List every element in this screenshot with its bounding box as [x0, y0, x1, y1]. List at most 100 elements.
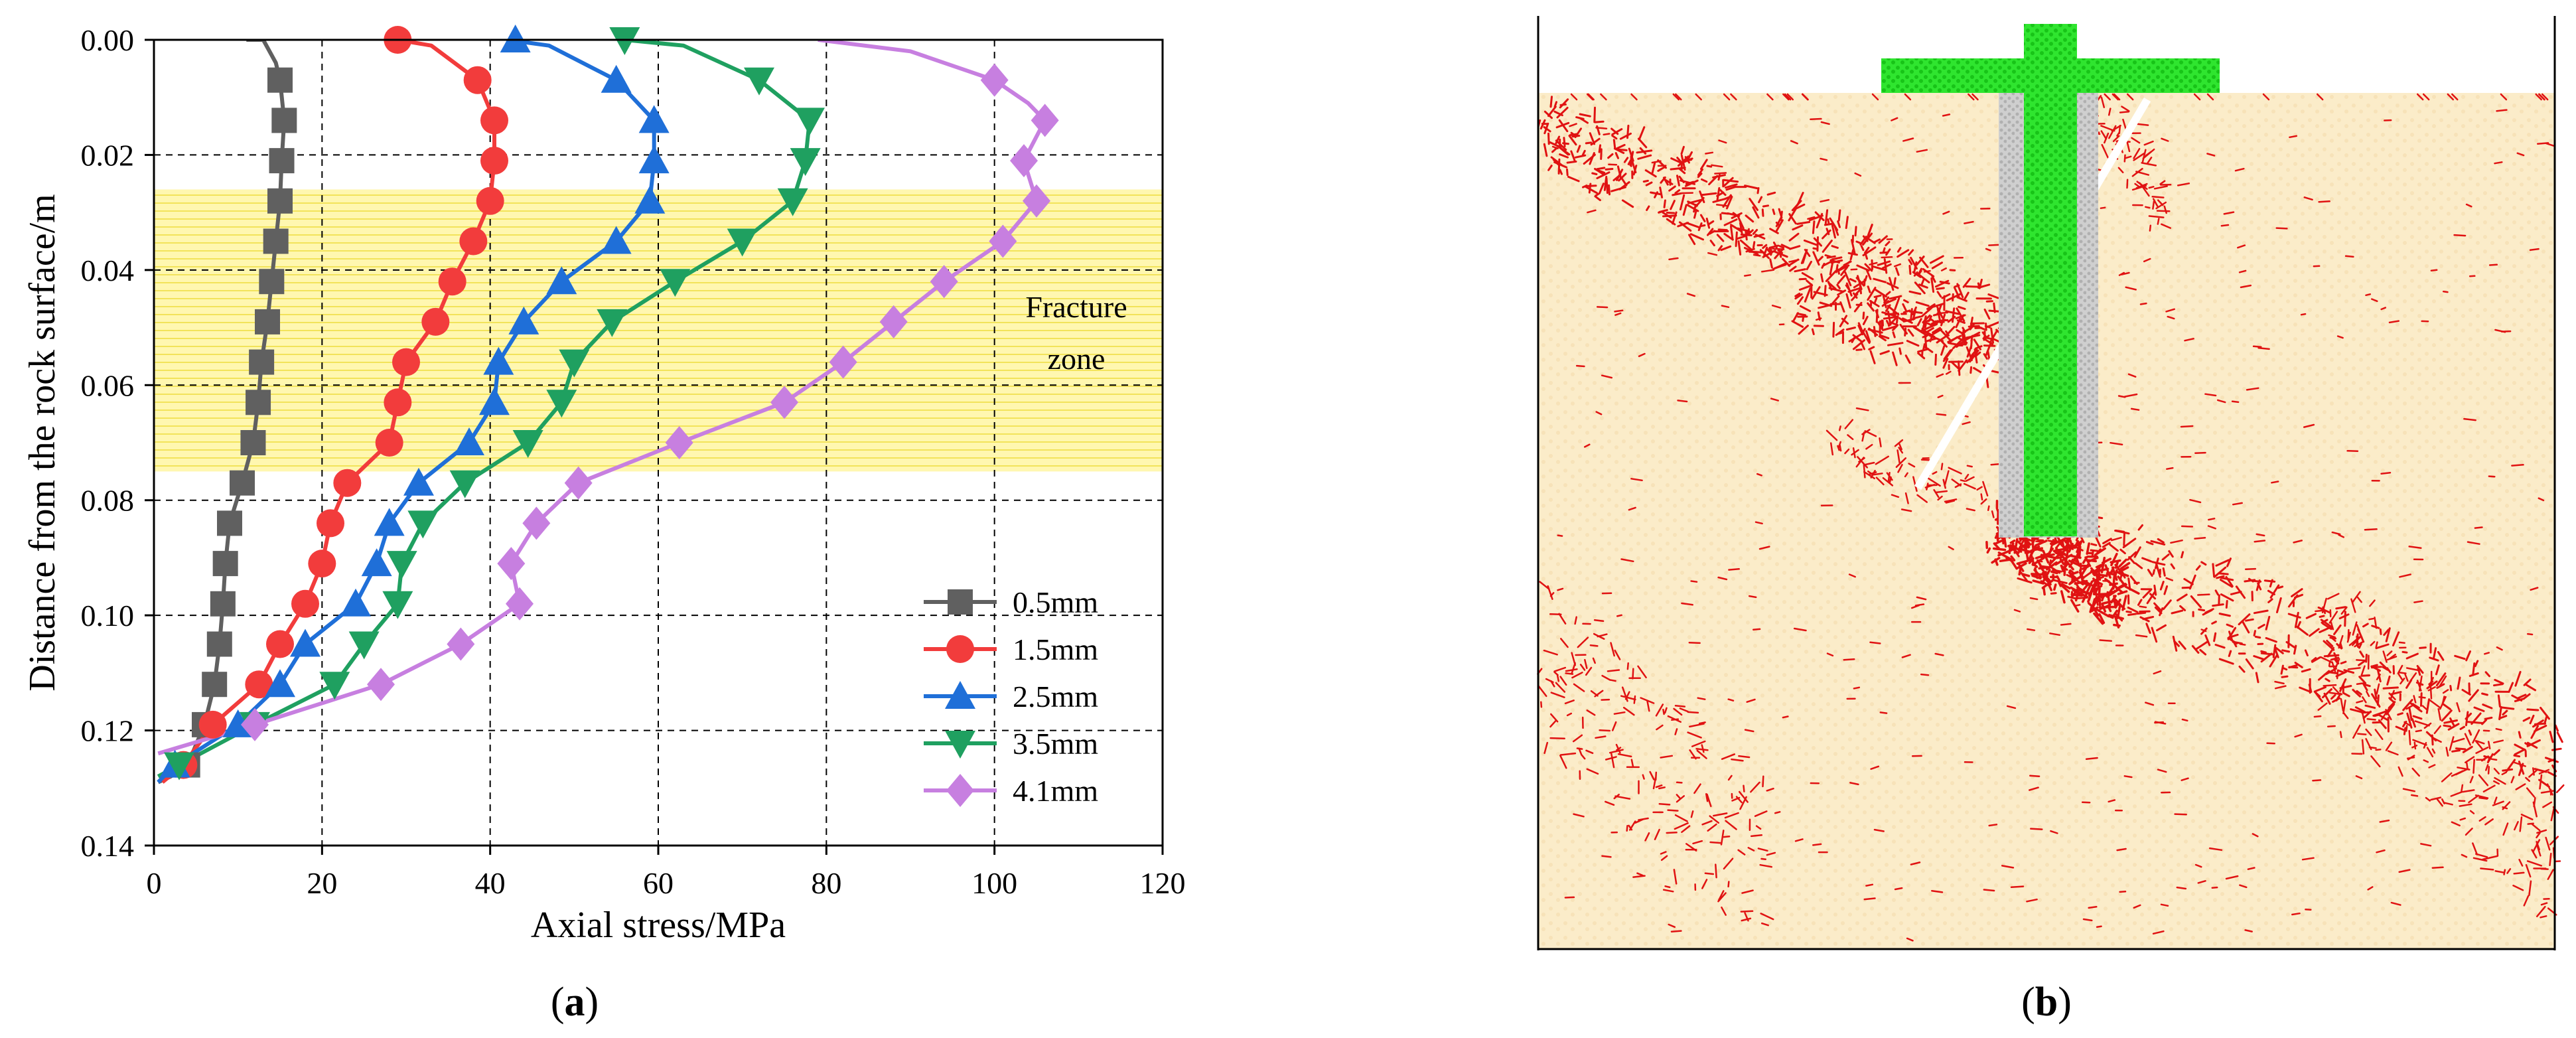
crack-segment: [1820, 273, 1824, 283]
crack-segment: [2092, 581, 2096, 596]
crack-segment: [1855, 407, 1869, 411]
crack-segment: [2327, 593, 2340, 600]
crack-segment: [2376, 674, 2381, 680]
crack-segment: [1714, 172, 1727, 175]
crack-segment: [1615, 743, 1621, 754]
crack-segment: [2232, 640, 2238, 648]
data-point-0.5mm: [202, 672, 228, 698]
crack-segment: [1845, 284, 1850, 291]
crack-segment: [1559, 676, 1567, 686]
crack-segment: [2100, 130, 2108, 140]
crack-segment: [2228, 650, 2232, 657]
crack-segment: [2336, 335, 2344, 339]
crack-segment: [1970, 348, 1978, 357]
crack-segment: [2529, 714, 2535, 725]
crack-segment: [1984, 325, 1991, 329]
crack-segment: [2485, 764, 2489, 771]
crack-segment: [2054, 557, 2066, 566]
series-markers: [159, 25, 1059, 780]
crack-segment: [1784, 93, 1792, 101]
crack-segment: [1956, 296, 1968, 302]
crack-segment: [1948, 467, 1962, 475]
crack-segment: [2420, 843, 2432, 847]
crack-segment: [1964, 220, 1974, 224]
crack-segment: [2551, 747, 2562, 751]
crack-segment: [2516, 694, 2527, 700]
crack-segment: [1723, 218, 1738, 226]
data-point-4.1mm: [980, 63, 1009, 97]
crack-segment: [2480, 867, 2494, 871]
crack-segment: [2145, 206, 2151, 209]
crack-segment: [2098, 605, 2115, 609]
crack-segment: [1930, 328, 1942, 336]
crack-segment: [2540, 790, 2554, 794]
crack-segment: [1667, 715, 1682, 723]
crack-segment: [2414, 720, 2430, 727]
crack-segment: [2494, 870, 2505, 873]
crack-segment: [2257, 624, 2265, 629]
legend-marker-4.1mm: [946, 774, 974, 807]
crack-segment: [1930, 277, 1935, 293]
crack-segment: [1568, 135, 1577, 146]
crack-segment: [1790, 140, 1798, 145]
crack-segment: [1831, 256, 1843, 261]
crack-segment: [2218, 658, 2234, 665]
crack-segment: [1766, 787, 1774, 792]
crack-segment: [1896, 247, 1902, 253]
crack-segment: [2226, 623, 2234, 628]
crack-segment: [2122, 538, 2137, 549]
crack-segment: [2370, 755, 2381, 768]
data-point-1.5mm: [480, 147, 508, 175]
crack-segment: [2129, 575, 2138, 585]
crack-segment: [2437, 707, 2441, 721]
crack-segment: [1836, 283, 1841, 289]
crack-segment: [1999, 558, 2011, 563]
crack-segment: [2374, 714, 2380, 717]
crack-segment: [2148, 215, 2165, 218]
crack-segment: [2049, 632, 2061, 636]
crack-segment: [1595, 735, 1607, 739]
crack-segment: [2525, 777, 2531, 782]
crack-segment: [1882, 263, 1892, 269]
crack-segment: [2526, 860, 2543, 867]
data-point-1.5mm: [480, 106, 508, 135]
crack-segment: [1709, 841, 1721, 844]
crack-segment: [1769, 258, 1773, 269]
crack-segment: [2451, 770, 2464, 777]
crack-segment: [1744, 729, 1754, 733]
crack-segment: [2436, 798, 2443, 807]
crack-segment: [1655, 784, 1663, 788]
crack-segment: [2255, 533, 2265, 537]
crack-segment: [1983, 889, 1995, 892]
data-point-0.5mm: [206, 631, 232, 657]
crack-segment: [1942, 358, 1949, 369]
crack-segment: [1705, 151, 1714, 155]
crack-segment: [2225, 875, 2239, 880]
crack-segment: [1806, 260, 1812, 271]
crack-segment: [1611, 721, 1617, 731]
data-point-2.5mm: [500, 25, 531, 52]
crack-segment: [1596, 167, 1606, 171]
crack-segment: [1918, 283, 1928, 289]
crack-segment: [2408, 707, 2413, 721]
crack-segment: [1875, 455, 1889, 465]
data-point-0.5mm: [212, 551, 238, 577]
data-point-1.5mm: [308, 550, 336, 578]
data-point-0.5mm: [259, 269, 285, 295]
crack-segment: [1680, 192, 1694, 194]
crack-segment: [1595, 192, 1601, 197]
crack-segment: [2092, 577, 2100, 586]
crack-segment: [2161, 223, 2172, 229]
crack-segment: [1750, 781, 1760, 793]
crack-segment: [2090, 543, 2098, 546]
crack-segment: [1646, 205, 1650, 211]
crack-segment: [1887, 311, 1892, 326]
data-point-2.5mm: [454, 427, 484, 455]
crack-segment: [2496, 646, 2503, 651]
crack-segment: [1885, 319, 1890, 326]
crack-segment: [1922, 268, 1935, 277]
crack-segment: [2379, 819, 2390, 823]
crack-segment: [1897, 464, 1903, 473]
crack-segment: [2497, 694, 2501, 708]
crack-segment: [1632, 165, 1638, 176]
